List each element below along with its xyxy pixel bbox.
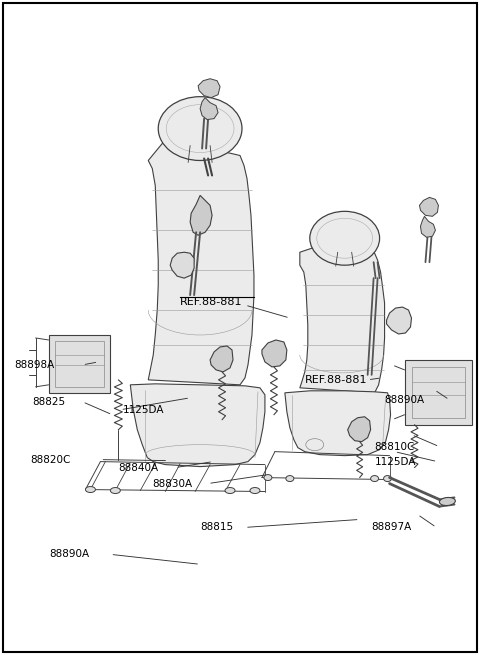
Polygon shape: [200, 98, 218, 120]
Bar: [48, 335, 110, 393]
Polygon shape: [348, 417, 371, 441]
Polygon shape: [285, 391, 391, 456]
Polygon shape: [300, 245, 384, 393]
Text: 88830A: 88830A: [152, 479, 192, 489]
Ellipse shape: [110, 487, 120, 493]
Ellipse shape: [158, 97, 242, 160]
Text: 88890A: 88890A: [49, 550, 90, 559]
Ellipse shape: [225, 487, 235, 493]
Text: 88810C: 88810C: [374, 441, 415, 452]
Ellipse shape: [85, 487, 96, 493]
Polygon shape: [210, 346, 233, 372]
Polygon shape: [262, 340, 287, 367]
Polygon shape: [420, 197, 438, 216]
Text: REF.88-881: REF.88-881: [180, 297, 243, 307]
Ellipse shape: [286, 476, 294, 481]
Text: 88825: 88825: [33, 397, 66, 407]
Text: 1125DA: 1125DA: [122, 405, 164, 415]
Text: REF.88-881: REF.88-881: [305, 375, 367, 385]
Bar: [411, 367, 465, 418]
Text: 88840A: 88840A: [119, 462, 158, 473]
Polygon shape: [386, 307, 411, 334]
Ellipse shape: [310, 212, 380, 265]
Ellipse shape: [250, 487, 260, 493]
Text: 88898A: 88898A: [15, 360, 55, 370]
Ellipse shape: [440, 497, 456, 506]
Ellipse shape: [264, 475, 272, 481]
Polygon shape: [170, 252, 194, 278]
Text: 88890A: 88890A: [384, 395, 425, 405]
Text: 1125DA: 1125DA: [374, 457, 416, 466]
Polygon shape: [198, 79, 220, 98]
Polygon shape: [130, 384, 265, 466]
Polygon shape: [190, 195, 212, 235]
Text: 88820C: 88820C: [31, 455, 71, 464]
Polygon shape: [148, 143, 254, 385]
Polygon shape: [420, 216, 435, 237]
Ellipse shape: [384, 476, 392, 481]
Ellipse shape: [371, 476, 379, 481]
Text: 88815: 88815: [200, 523, 233, 533]
Bar: [405, 360, 472, 424]
Bar: [55, 341, 104, 387]
Text: 88897A: 88897A: [372, 523, 412, 533]
